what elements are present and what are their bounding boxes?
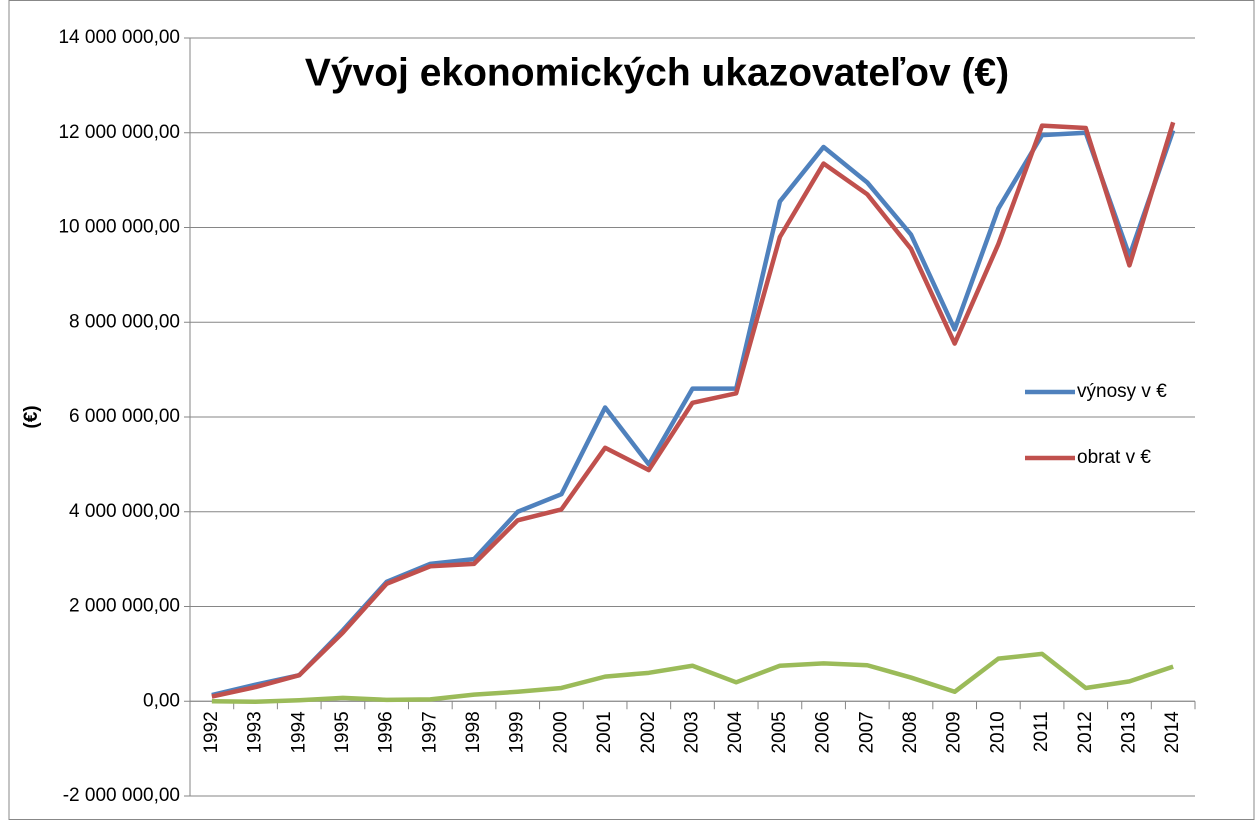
x-tick-label: 2000 [550,711,571,753]
y-tick-label: 2 000 000,00 [69,596,180,617]
series-line [211,651,1174,704]
y-tick-label: 10 000 000,00 [58,217,180,238]
x-tick-label: 2010 [987,711,1008,753]
x-tick-label: 2014 [1162,711,1183,754]
x-tick-label: 2002 [638,711,659,753]
x-tick-label: 2003 [682,711,703,753]
x-tick-label: 1993 [245,711,266,753]
x-tick-label: 2001 [594,711,615,753]
y-tick-label: -2 000 000,00 [63,785,180,806]
legend-label: obrat v € [1077,447,1151,468]
x-tick-label: 2006 [813,711,834,753]
y-axis-label: (€) [21,405,42,428]
y-tick-label: 0,00 [143,690,180,711]
y-tick-label: 14 000 000,00 [58,27,180,48]
y-tick-label: 4 000 000,00 [69,501,180,522]
x-tick-label: 2005 [769,711,790,753]
y-tick-label: 6 000 000,00 [69,406,180,427]
x-tick-label: 1992 [201,711,222,753]
x-tick-label: 2004 [725,711,746,754]
chart-title: Vývoj ekonomických ukazovateľov (€) [305,51,1009,94]
x-tick-label: 1997 [419,711,440,753]
chart-frame [8,0,1255,820]
x-tick-label: 2007 [856,711,877,753]
x-tick-label: 2013 [1118,711,1139,753]
x-tick-label: 2008 [900,711,921,753]
y-tick-label: 8 000 000,00 [69,311,180,332]
x-tick-label: 2011 [1031,711,1052,752]
x-tick-label: 1995 [332,711,353,753]
x-tick-label: 1999 [507,711,528,753]
x-tick-label: 2009 [944,711,965,753]
y-tick-label: 12 000 000,00 [58,122,180,143]
x-tick-label: 1998 [463,711,484,753]
series-line [211,121,1176,699]
x-tick-label: 2012 [1075,711,1096,753]
x-tick-label: 1996 [376,711,397,753]
legend-label: výnosy v € [1077,381,1167,402]
x-tick-label: 1994 [288,711,309,754]
